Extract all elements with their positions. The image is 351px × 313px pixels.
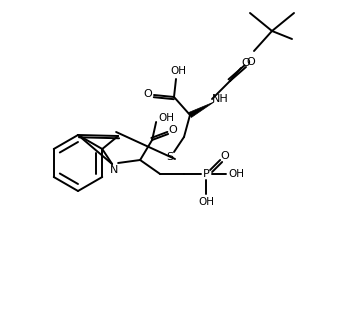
- Text: NH: NH: [212, 94, 229, 104]
- Text: O: O: [169, 125, 178, 135]
- Text: O: O: [144, 89, 152, 99]
- Text: OH: OH: [228, 169, 244, 179]
- Text: S: S: [166, 152, 173, 162]
- Text: O: O: [221, 151, 230, 161]
- Text: N: N: [110, 165, 118, 175]
- Text: OH: OH: [170, 66, 186, 76]
- Text: P: P: [203, 169, 210, 179]
- Text: OH: OH: [198, 197, 214, 207]
- Polygon shape: [189, 102, 214, 117]
- Text: O: O: [241, 58, 250, 68]
- Text: OH: OH: [158, 113, 174, 123]
- Text: O: O: [247, 57, 256, 67]
